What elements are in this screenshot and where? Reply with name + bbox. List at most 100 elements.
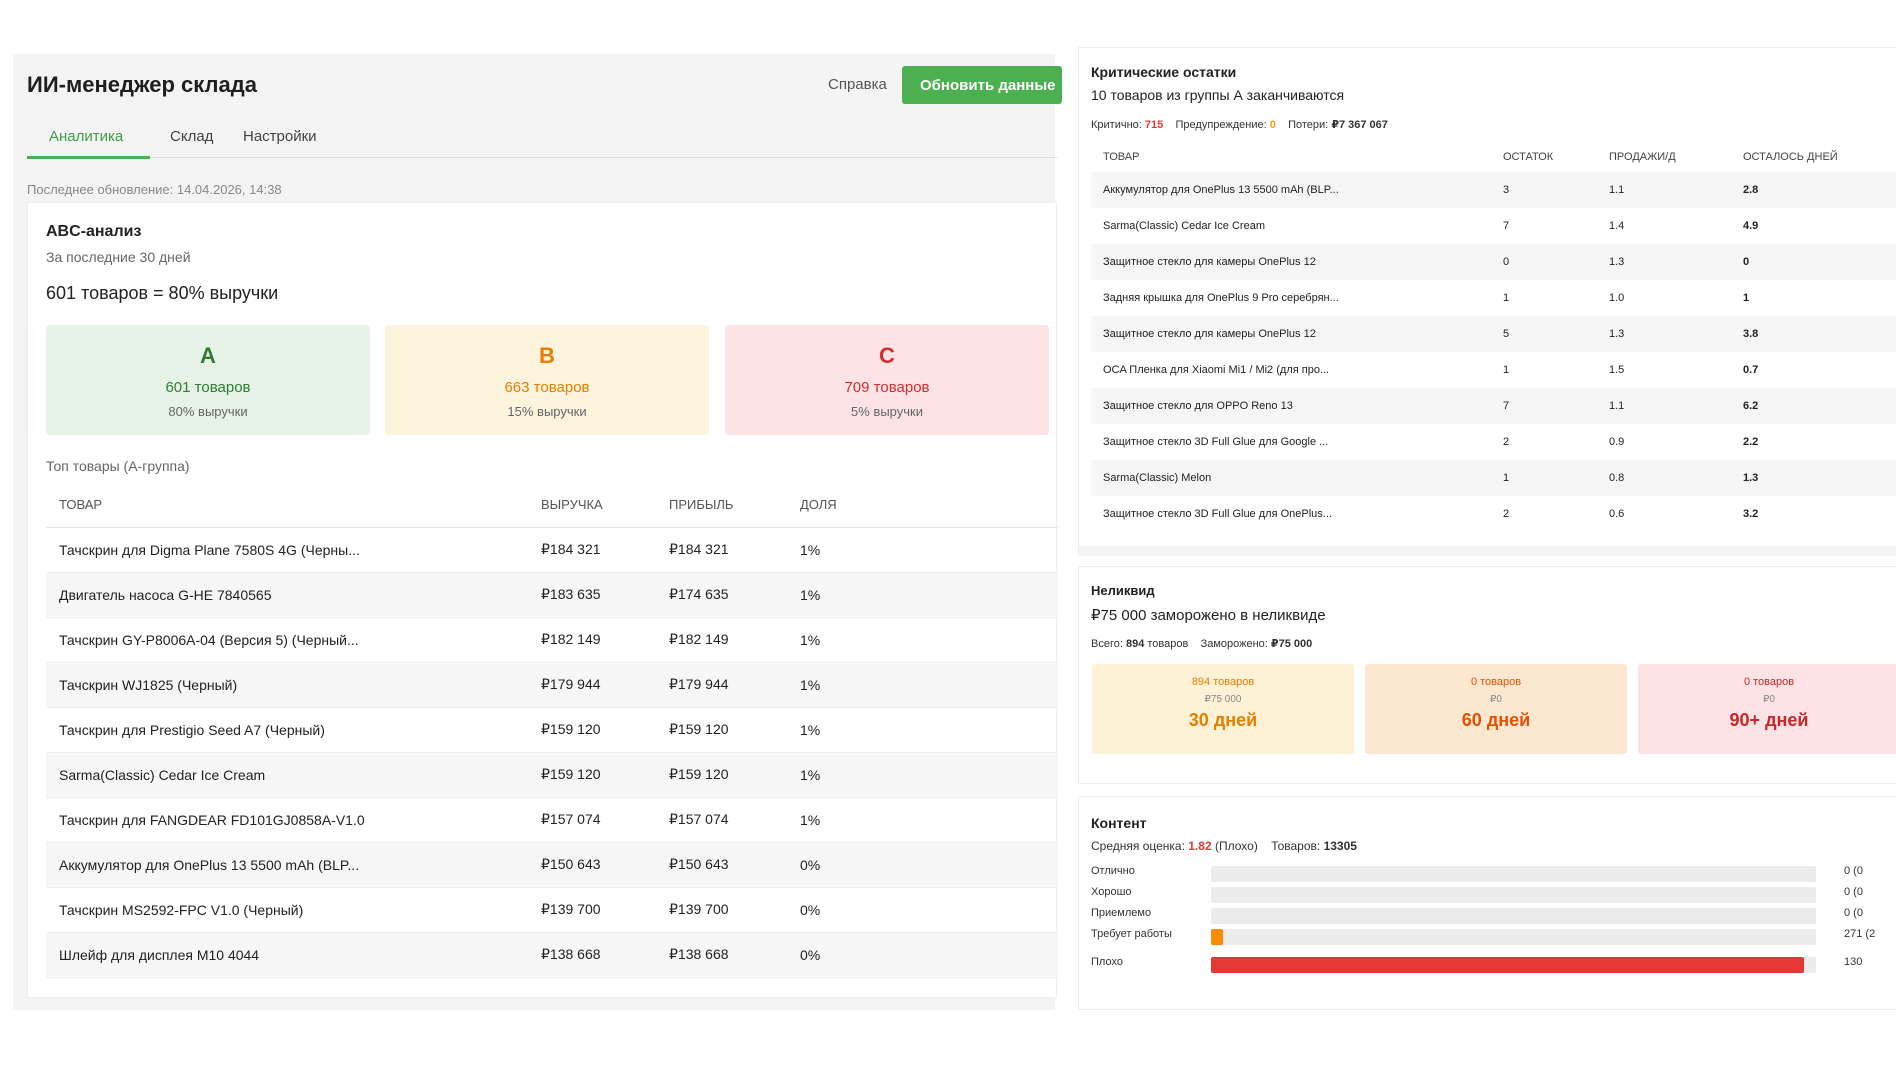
last-update-text: Последнее обновление: 14.04.2026, 14:38 — [27, 182, 282, 197]
group-share: 5% выручки — [851, 404, 923, 419]
refresh-data-button[interactable]: Обновить данные — [902, 66, 1062, 104]
warning-count-label: Предупреждение: — [1175, 119, 1267, 131]
illiquid-90-days-card[interactable]: 0 товаров ₽0 90+ дней — [1638, 664, 1896, 754]
table-row[interactable]: Тачскрин GY-P8006A-04 (Версия 5) (Черный… — [46, 617, 1058, 663]
critical-count-label: Критично: — [1091, 119, 1142, 131]
column-header-stock[interactable]: ОСТАТОК — [1503, 151, 1554, 163]
share-cell: 1% — [787, 662, 1058, 708]
content-stats: Средняя оценка: 1.82 (Плохо) Товаров: 13… — [1091, 839, 1357, 853]
table-row[interactable]: Тачскрин для Prestigio Seed A7 (Черный) ₽… — [46, 707, 1058, 753]
table-header-row: ТОВАР ОСТАТОК ПРОДАЖИ/Д ОСТАЛОСЬ ДНЕЙ — [1091, 142, 1896, 172]
table-row[interactable]: Аккумулятор для OnePlus 13 5500 mAh (BLP… — [46, 842, 1058, 888]
group-letter: A — [200, 343, 216, 368]
product-name-cell: Защитное стекло для камеры OnePlus 12 — [1091, 316, 1491, 352]
share-cell: 0% — [787, 842, 1058, 888]
rating-value: 0 (0 — [1844, 907, 1863, 919]
table-row[interactable]: Аккумулятор для OnePlus 13 5500 mAh (BLP… — [1091, 172, 1896, 208]
warning-count-value: 0 — [1269, 119, 1276, 131]
table-row[interactable]: Sarma(Classic) Cedar Ice Cream ₽159 120 ₽1… — [46, 752, 1058, 798]
table-row[interactable]: Тачскрин MS2592-FPC V1.0 (Черный) ₽139 70… — [46, 887, 1058, 933]
rating-value: 0 (0 — [1844, 886, 1863, 898]
rating-value: 0 (0 — [1844, 865, 1863, 877]
tab-analytics[interactable]: Аналитика — [49, 128, 124, 145]
tab-settings[interactable]: Настройки — [243, 128, 317, 145]
product-name-cell: Sarma(Classic) Cedar Ice Cream — [1103, 220, 1265, 232]
rating-label: Требует работы — [1091, 928, 1172, 940]
group-b-card[interactable]: B 663 товаров 15% выручки — [385, 325, 709, 435]
rating-bar-fill — [1211, 957, 1804, 973]
profit-cell: ₽159 120 — [656, 707, 787, 753]
table-row[interactable]: Тачскрин для Digma Plane 7580S 4G (Черны… — [46, 527, 1058, 573]
table-row[interactable]: Защитное стекло для камеры OnePlus 12 0 1.… — [1091, 244, 1896, 280]
table-row[interactable]: Шлейф для дисплея M10 4044 ₽138 668 ₽138 6… — [46, 932, 1058, 978]
column-header-days-left[interactable]: ОСТАЛОСЬ ДНЕЙ — [1743, 151, 1838, 163]
tab-warehouse[interactable]: Склад — [170, 128, 214, 145]
table-row[interactable]: Тачскрин для FANGDEAR FD101GJ0858A-V1.0 ₽… — [46, 797, 1058, 843]
revenue-cell: ₽157 074 — [528, 797, 656, 843]
table-row[interactable]: Sarma(Classic) Melon 1 0.8 1.3 — [1091, 460, 1896, 496]
rating-bar-track — [1211, 957, 1816, 973]
column-header-sales-per-day[interactable]: ПРОДАЖИ/Д — [1609, 151, 1676, 163]
illiquid-30-days-card[interactable]: 894 товаров ₽75 000 30 дней — [1092, 664, 1354, 754]
days-left-cell: 1.3 — [1731, 460, 1896, 496]
rating-row: Требует работы 271 (2 — [1091, 926, 1896, 946]
rating-bar-track — [1211, 887, 1816, 903]
product-name-cell: Sarma(Classic) Melon — [1091, 460, 1491, 496]
product-name-cell: Защитное стекло для OPPO Reno 13 — [1091, 388, 1491, 424]
share-cell: 0% — [787, 887, 1058, 933]
group-c-card[interactable]: C 709 товаров 5% выручки — [725, 325, 1049, 435]
column-header-share[interactable]: ДОЛЯ — [787, 483, 1058, 528]
help-link[interactable]: Справка — [828, 76, 887, 93]
table-row[interactable]: Тачскрин WJ1825 (Черный) ₽179 944 ₽179 944… — [46, 662, 1058, 708]
abc-title: ABC-анализ — [46, 223, 142, 240]
table-row[interactable]: Защитное стекло для камеры OnePlus 12 5 1.… — [1091, 316, 1896, 352]
product-name-cell: Задняя крышка для OnePlus 9 Pro серебрян… — [1103, 292, 1339, 304]
group-letter: B — [539, 343, 555, 368]
illiquid-60-days-card[interactable]: 0 товаров ₽0 60 дней — [1365, 664, 1627, 754]
share-cell: 1% — [787, 527, 1058, 573]
rating-value: 271 (2 — [1844, 928, 1876, 940]
column-header-profit[interactable]: ПРИБЫЛЬ — [656, 483, 787, 528]
share-cell: 0% — [787, 932, 1058, 978]
stock-cell: 2 — [1503, 436, 1510, 448]
table-row[interactable]: Защитное стекло для OPPO Reno 13 7 1.1 6.2 — [1091, 388, 1896, 424]
product-name-cell: Тачскрин для Digma Plane 7580S 4G (Черны… — [46, 527, 528, 573]
share-cell: 1% — [787, 572, 1058, 618]
total-value: 894 — [1125, 638, 1145, 650]
stock-cell: 5 — [1491, 316, 1597, 352]
table-header-row: ТОВАР ВЫРУЧКА ПРИБЫЛЬ ДОЛЯ — [46, 483, 1058, 528]
sales-per-day-cell: 1.4 — [1609, 220, 1625, 232]
card-divider — [1079, 546, 1896, 556]
table-row[interactable]: Защитное стекло 3D Full Glue для OnePlus… — [1091, 496, 1896, 532]
sales-per-day-cell: 1.3 — [1597, 244, 1731, 280]
table-row[interactable]: Двигатель насоса G-HE 7840565 ₽183 635 ₽17… — [46, 572, 1058, 618]
frozen-value: ₽75 000 — [1270, 638, 1313, 650]
column-header-product[interactable]: ТОВАР — [46, 483, 528, 528]
abc-headline: 601 товаров = 80% выручки — [46, 283, 279, 303]
table-row[interactable]: Sarma(Classic) Cedar Ice Cream 7 1.4 4.9 — [1091, 208, 1896, 244]
table-row[interactable]: OCA Пленка для Xiaomi Mi1 / Mi2 (для про… — [1091, 352, 1896, 388]
profit-cell: ₽138 668 — [656, 932, 787, 978]
illiquid-days: 60 дней — [1461, 710, 1531, 730]
rating-row: Плохо 130 — [1091, 954, 1896, 974]
days-left-cell: 3.8 — [1731, 316, 1896, 352]
stock-cell: 1 — [1503, 364, 1510, 376]
product-name-cell: Двигатель насоса G-HE 7840565 — [46, 572, 528, 618]
abc-analysis-card: ABC-анализ За последние 30 дней 601 това… — [27, 202, 1058, 998]
group-a-card[interactable]: A 601 товаров 80% выручки — [46, 325, 370, 435]
rating-label: Приемлемо — [1091, 907, 1152, 919]
group-count: 601 товаров — [165, 379, 251, 396]
revenue-cell: ₽183 635 — [528, 572, 656, 618]
column-header-revenue[interactable]: ВЫРУЧКА — [528, 483, 656, 528]
table-row[interactable]: Защитное стекло 3D Full Glue для Google … — [1091, 424, 1896, 460]
table-row[interactable]: Задняя крышка для OnePlus 9 Pro серебрян… — [1091, 280, 1896, 316]
column-header-product[interactable]: ТОВАР — [1103, 151, 1140, 163]
critical-stats: Критично: 715 Предупреждение: 0 Потери: … — [1091, 118, 1388, 131]
illiquid-count: 0 товаров — [1743, 676, 1795, 688]
rating-value: 130 — [1844, 956, 1863, 968]
days-left-cell: 4.9 — [1743, 220, 1759, 232]
sales-per-day-cell: 0.9 — [1609, 436, 1625, 448]
stock-cell: 1 — [1491, 460, 1597, 496]
revenue-cell: ₽139 700 — [528, 887, 656, 933]
stock-cell: 7 — [1491, 388, 1597, 424]
